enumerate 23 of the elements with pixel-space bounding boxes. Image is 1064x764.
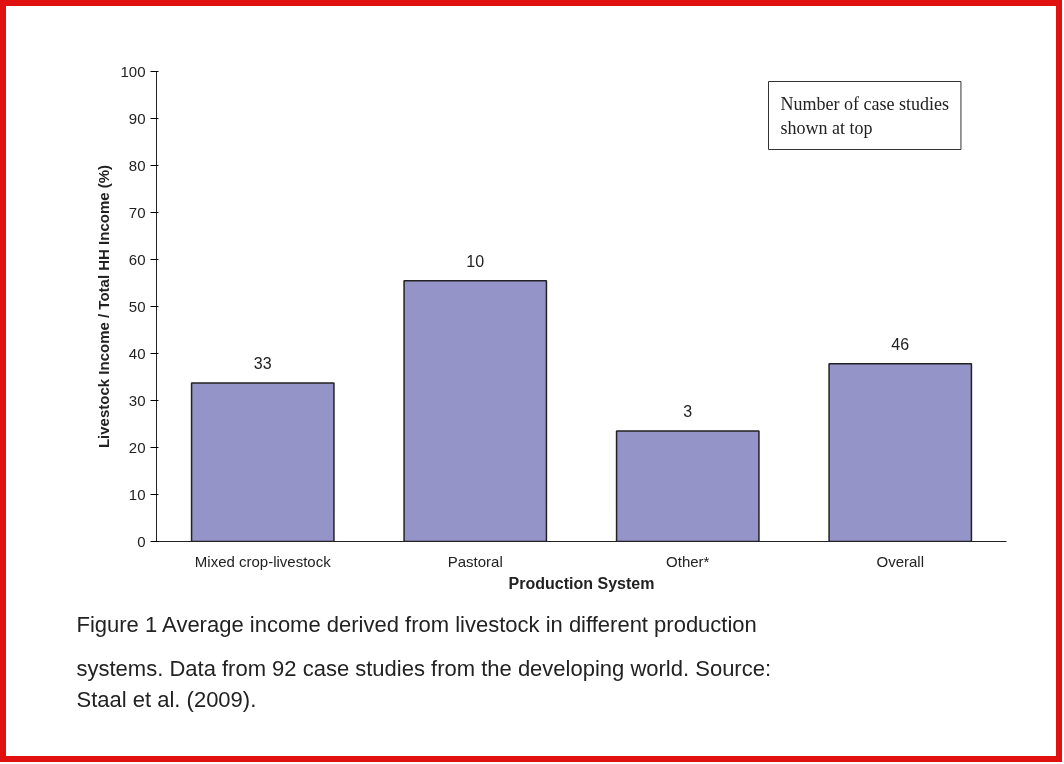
annotation: 33 <box>253 355 272 373</box>
y-tick-label: 70 <box>128 203 146 221</box>
x-axis-title: Production System <box>508 574 655 592</box>
annotation: 3 <box>683 403 693 421</box>
x-tick-label: Pastoral <box>447 552 503 570</box>
y-tick-label: 0 <box>137 532 146 550</box>
y-tick-label: 20 <box>128 438 146 456</box>
x-tick-label: Mixed crop-livestock <box>194 552 332 570</box>
y-axis-title: Livestock Income / Total HH Income (%) <box>95 164 113 449</box>
x-tick-label: Overall <box>876 552 925 570</box>
annotation: Number of case studies shown at top <box>780 93 949 138</box>
y-tick-label: 30 <box>128 391 146 409</box>
y-tick-label: 100 <box>120 62 146 80</box>
y-tick-label: 40 <box>128 344 146 362</box>
annotation: 10 <box>466 252 485 270</box>
y-tick-label: 10 <box>128 485 146 503</box>
y-tick-label: 80 <box>128 156 146 174</box>
y-tick-label: 60 <box>128 250 146 268</box>
caption: Figure 1 Average income derived from livestock in different production systems. Data from 92 case studies from the developing world. Source: Staal et al. (2009). <box>76 611 772 712</box>
annotation: 46 <box>891 335 910 353</box>
x-tick-label: Other* <box>666 552 710 570</box>
y-tick-label: 90 <box>128 109 146 127</box>
y-tick-label: 50 <box>128 297 146 315</box>
